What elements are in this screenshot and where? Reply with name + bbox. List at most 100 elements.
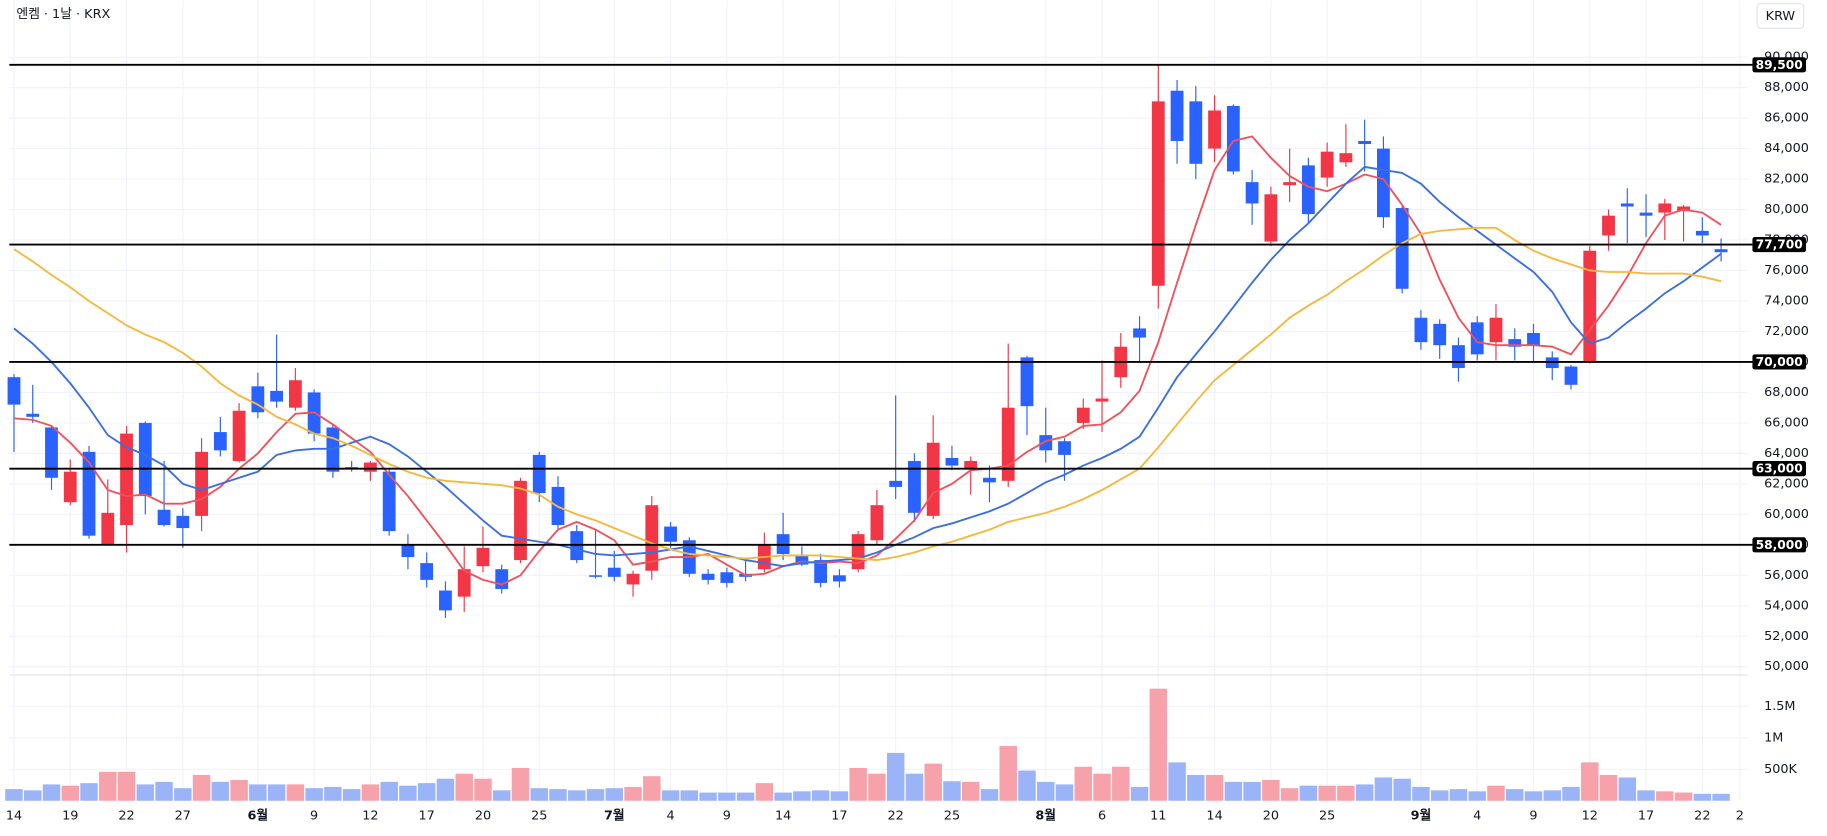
volume-bar (1599, 774, 1618, 801)
currency-label[interactable]: KRW (1766, 9, 1796, 24)
volume-bar (399, 785, 417, 801)
candle-body (908, 461, 921, 513)
volume-bar (1449, 789, 1468, 801)
volume-bar (1393, 778, 1411, 801)
volume-bar (342, 789, 361, 801)
candle-body (1470, 322, 1484, 355)
volume-bar (793, 791, 811, 801)
volume-bar (417, 783, 436, 801)
volume-bar (868, 773, 886, 801)
candle-body (851, 534, 865, 570)
candle-body (1095, 398, 1109, 402)
y-tick-label: 60,000 (1764, 507, 1809, 522)
volume-bar (174, 788, 192, 801)
y-tick-label: 66,000 (1764, 415, 1809, 430)
volume-bar (249, 784, 267, 801)
volume-bar (1318, 785, 1336, 801)
volume-bar (1562, 786, 1580, 801)
candle-body (1602, 215, 1615, 236)
level-label: 58,000 (1756, 538, 1803, 552)
candle-body (270, 390, 284, 402)
volume-bar (1505, 789, 1524, 801)
volume-bar (980, 789, 999, 801)
volume-bar (1168, 762, 1186, 801)
y-tick-label: 74,000 (1764, 293, 1809, 308)
volume-bar (1468, 791, 1486, 801)
volume-bar (661, 790, 680, 801)
candle-body (645, 505, 659, 571)
level-label: 70,000 (1756, 355, 1803, 369)
volume-bar (155, 781, 173, 801)
y2-tick-label: 1.5M (1764, 699, 1795, 714)
candle-body (195, 451, 208, 516)
candle-body (532, 454, 546, 494)
candle-body (63, 471, 77, 503)
candle-body (1076, 407, 1090, 423)
axes: 14 19 22 27 6월 9 12 17 20 25 7월 4 9 14 17 22 25 8월 6 11 14 20… (6, 50, 1809, 824)
volume-bar (943, 781, 961, 801)
volume-bar (24, 790, 42, 801)
candle-body (514, 480, 527, 561)
candle-body (1639, 212, 1653, 216)
x-tick-label: 17 (1638, 808, 1654, 823)
volume-bar (568, 790, 586, 801)
volume-bar (455, 773, 473, 801)
y2-tick-label: 1M (1764, 730, 1783, 745)
x-tick-label: 12 (1582, 808, 1598, 823)
volume-bar (718, 792, 736, 801)
candle-body (1433, 323, 1447, 346)
volume-bar (586, 789, 605, 801)
volume-bar (905, 773, 924, 801)
volume-bar (192, 774, 211, 801)
volume-bar (286, 784, 305, 801)
x-tick-label: 17 (419, 808, 435, 823)
volume-bar (961, 781, 980, 801)
volume-bar (1637, 790, 1655, 801)
candle-body (1189, 101, 1203, 164)
volume-bar (1674, 792, 1693, 801)
volume-bar (736, 792, 755, 801)
volume-bar (1262, 779, 1280, 801)
volume-bar (755, 783, 774, 801)
candle-body (870, 505, 884, 541)
level-tag (1752, 354, 1807, 370)
candle-body (1508, 339, 1522, 347)
candle-body (1527, 332, 1540, 346)
volume-pane (5, 688, 1730, 801)
candle-body (1339, 153, 1353, 163)
level-tag (1752, 537, 1807, 553)
candle-body (1208, 110, 1221, 149)
volume-bar (1656, 791, 1674, 801)
candle-body (476, 547, 490, 567)
candle-body (1583, 250, 1597, 362)
volume-bar (1712, 793, 1730, 801)
x-tick-label: 9 (723, 808, 731, 823)
volume-bar (1205, 774, 1224, 801)
y-tick-label: 52,000 (1764, 629, 1809, 644)
volume-bar (849, 768, 867, 801)
volume-bar (99, 771, 117, 801)
volume-bar (924, 763, 942, 801)
x-tick-label: 14 (6, 808, 22, 823)
y-tick-label: 76,000 (1764, 263, 1809, 278)
y-tick-label: 86,000 (1764, 111, 1809, 126)
volume-bar (830, 791, 849, 801)
x-tick-label: 9 (1529, 808, 1537, 823)
volume-bar (5, 789, 23, 801)
candle-body (1564, 366, 1578, 385)
x-tick-label: 8월 (1035, 807, 1056, 823)
candle-body (1151, 101, 1165, 286)
volume-bar (136, 784, 155, 801)
x-tick-label: 4 (666, 808, 674, 823)
volume-bar (117, 771, 136, 801)
x-tick-label: 25 (531, 808, 547, 823)
volume-bar (1543, 790, 1561, 801)
candle-body (495, 569, 509, 590)
volume-bar (1430, 790, 1449, 801)
candle-body (1264, 194, 1278, 242)
volume-bar (811, 790, 830, 801)
currency-button[interactable] (1756, 3, 1805, 29)
candle-body (232, 410, 246, 462)
x-tick-label: 19 (62, 808, 78, 823)
